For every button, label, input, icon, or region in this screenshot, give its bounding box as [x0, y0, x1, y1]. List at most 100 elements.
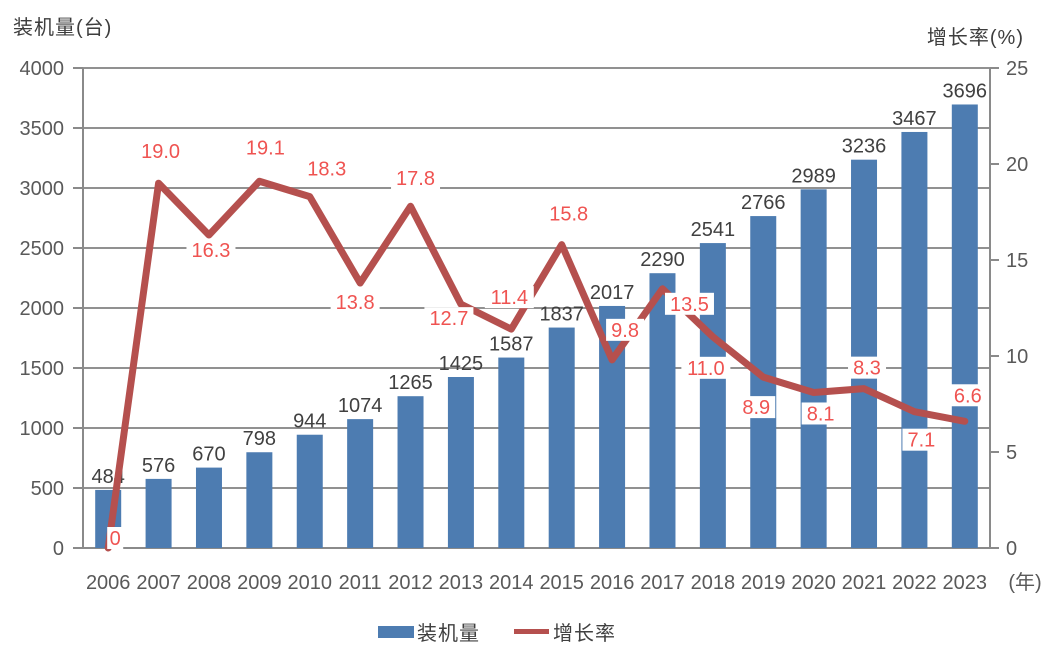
growth-value-label: 6.6	[954, 385, 982, 407]
x-tick-label: 2013	[439, 572, 484, 594]
growth-value-label: 18.3	[307, 159, 346, 181]
bar-value-label: 944	[293, 411, 326, 433]
left-axis-tick-label: 500	[31, 478, 64, 500]
growth-label-bg	[391, 167, 441, 190]
growth-label-bg	[681, 356, 731, 379]
bar-value-label: 2766	[741, 192, 786, 214]
right-axis-tick-label: 15	[1006, 250, 1028, 272]
x-tick-label: 2023	[943, 572, 988, 594]
bar	[699, 243, 726, 548]
bar	[195, 467, 222, 548]
left-axis-title: 装机量(台)	[13, 17, 113, 39]
legend-label-installed: 装机量	[417, 623, 480, 645]
bar	[851, 159, 878, 548]
x-tick-label: 2009	[237, 572, 282, 594]
left-axis-tick-label: 3500	[20, 118, 65, 140]
growth-value-label: 9.8	[611, 320, 639, 342]
growth-value-label: 11.4	[491, 287, 528, 309]
bar	[347, 419, 374, 548]
bar-value-label: 3236	[842, 136, 887, 158]
left-axis-tick-label: 1000	[20, 418, 65, 440]
bar	[951, 104, 978, 548]
bar-value-label: 576	[142, 455, 175, 477]
growth-value-label: 0	[110, 528, 121, 550]
bar	[649, 273, 676, 548]
x-tick-label: 2022	[892, 572, 937, 594]
legend-label-growth: 增长率	[553, 623, 616, 645]
right-axis-tick-label: 0	[1006, 538, 1017, 560]
x-tick-label: 2021	[842, 572, 887, 594]
x-tick-label: 2006	[86, 572, 131, 594]
left-axis-tick-label: 2000	[20, 298, 65, 320]
bar-value-label: 3696	[943, 80, 988, 102]
x-axis-unit-label: (年)	[1008, 571, 1041, 594]
bar	[397, 396, 424, 548]
growth-value-label: 13.5	[670, 294, 709, 316]
bar-value-label: 1425	[439, 353, 484, 375]
growth-label-bg	[606, 318, 645, 341]
x-tick-label: 2012	[388, 572, 433, 594]
growth-value-label: 8.9	[742, 397, 770, 419]
growth-label-bg	[737, 396, 776, 419]
growth-label-bg	[664, 292, 714, 315]
growth-value-label: 19.0	[141, 141, 180, 163]
bar-value-label: 1837	[539, 304, 584, 326]
growth-label-bg	[544, 202, 594, 225]
bar-value-label: 2541	[691, 219, 736, 241]
growth-value-label: 8.1	[807, 403, 835, 425]
bar	[548, 327, 575, 548]
left-axis-tick-label: 0	[53, 538, 64, 560]
growth-value-label: 11.0	[687, 358, 724, 380]
growth-label-bg	[107, 527, 124, 549]
bar-value-label: 1265	[388, 372, 433, 394]
growth-value-label: 16.3	[192, 240, 231, 262]
installed-bar-swatch-icon	[378, 625, 414, 638]
legend-item-installed: 装机量	[378, 617, 480, 646]
right-axis-tick-label: 25	[1006, 58, 1028, 80]
left-axis-tick-label: 1500	[20, 358, 65, 380]
bar	[246, 452, 273, 548]
left-axis-tick-label: 4000	[20, 58, 65, 80]
bar-value-label: 1074	[338, 395, 383, 417]
bar	[447, 377, 474, 548]
bar	[901, 131, 928, 548]
legend-item-growth: 增长率	[514, 617, 616, 646]
x-tick-label: 2016	[590, 572, 635, 594]
x-tick-label: 2014	[489, 572, 534, 594]
left-axis-tick-label: 2500	[20, 238, 65, 260]
growth-value-label: 8.3	[853, 358, 881, 380]
bar-value-label: 798	[243, 428, 276, 450]
growth-value-label: 15.8	[549, 204, 588, 226]
growth-label-bg	[330, 291, 380, 314]
x-tick-label: 2008	[187, 572, 232, 594]
right-axis-tick-label: 10	[1006, 346, 1028, 368]
growth-value-label: 19.1	[246, 137, 285, 159]
legend: 装机量 增长率	[378, 617, 616, 646]
bar-value-label: 2989	[791, 165, 836, 187]
growth-label-bg	[424, 307, 474, 330]
x-tick-label: 2010	[288, 572, 333, 594]
growth-label-bg	[484, 286, 534, 309]
left-axis-tick-label: 3000	[20, 178, 65, 200]
x-tick-label: 2011	[339, 572, 382, 594]
growth-label-bg	[848, 356, 887, 379]
growth-line	[104, 177, 969, 552]
growth-label-bg	[240, 136, 290, 159]
growth-value-label: 13.8	[336, 292, 375, 314]
x-tick-label: 2019	[741, 572, 786, 594]
bar	[498, 357, 525, 548]
growth-label-bg	[302, 157, 352, 180]
growth-line-swatch-icon	[514, 629, 549, 634]
bar-value-label: 2290	[640, 249, 685, 271]
growth-value-label: 12.7	[429, 308, 468, 330]
bar-value-label: 3467	[892, 108, 937, 130]
growth-label-bg	[136, 140, 186, 163]
bar	[145, 478, 172, 548]
growth-label-bg	[948, 384, 987, 407]
growth-value-label: 7.1	[908, 430, 936, 452]
x-tick-label: 2007	[136, 572, 181, 594]
x-tick-label: 2017	[640, 572, 685, 594]
x-tick-label: 2015	[539, 572, 584, 594]
